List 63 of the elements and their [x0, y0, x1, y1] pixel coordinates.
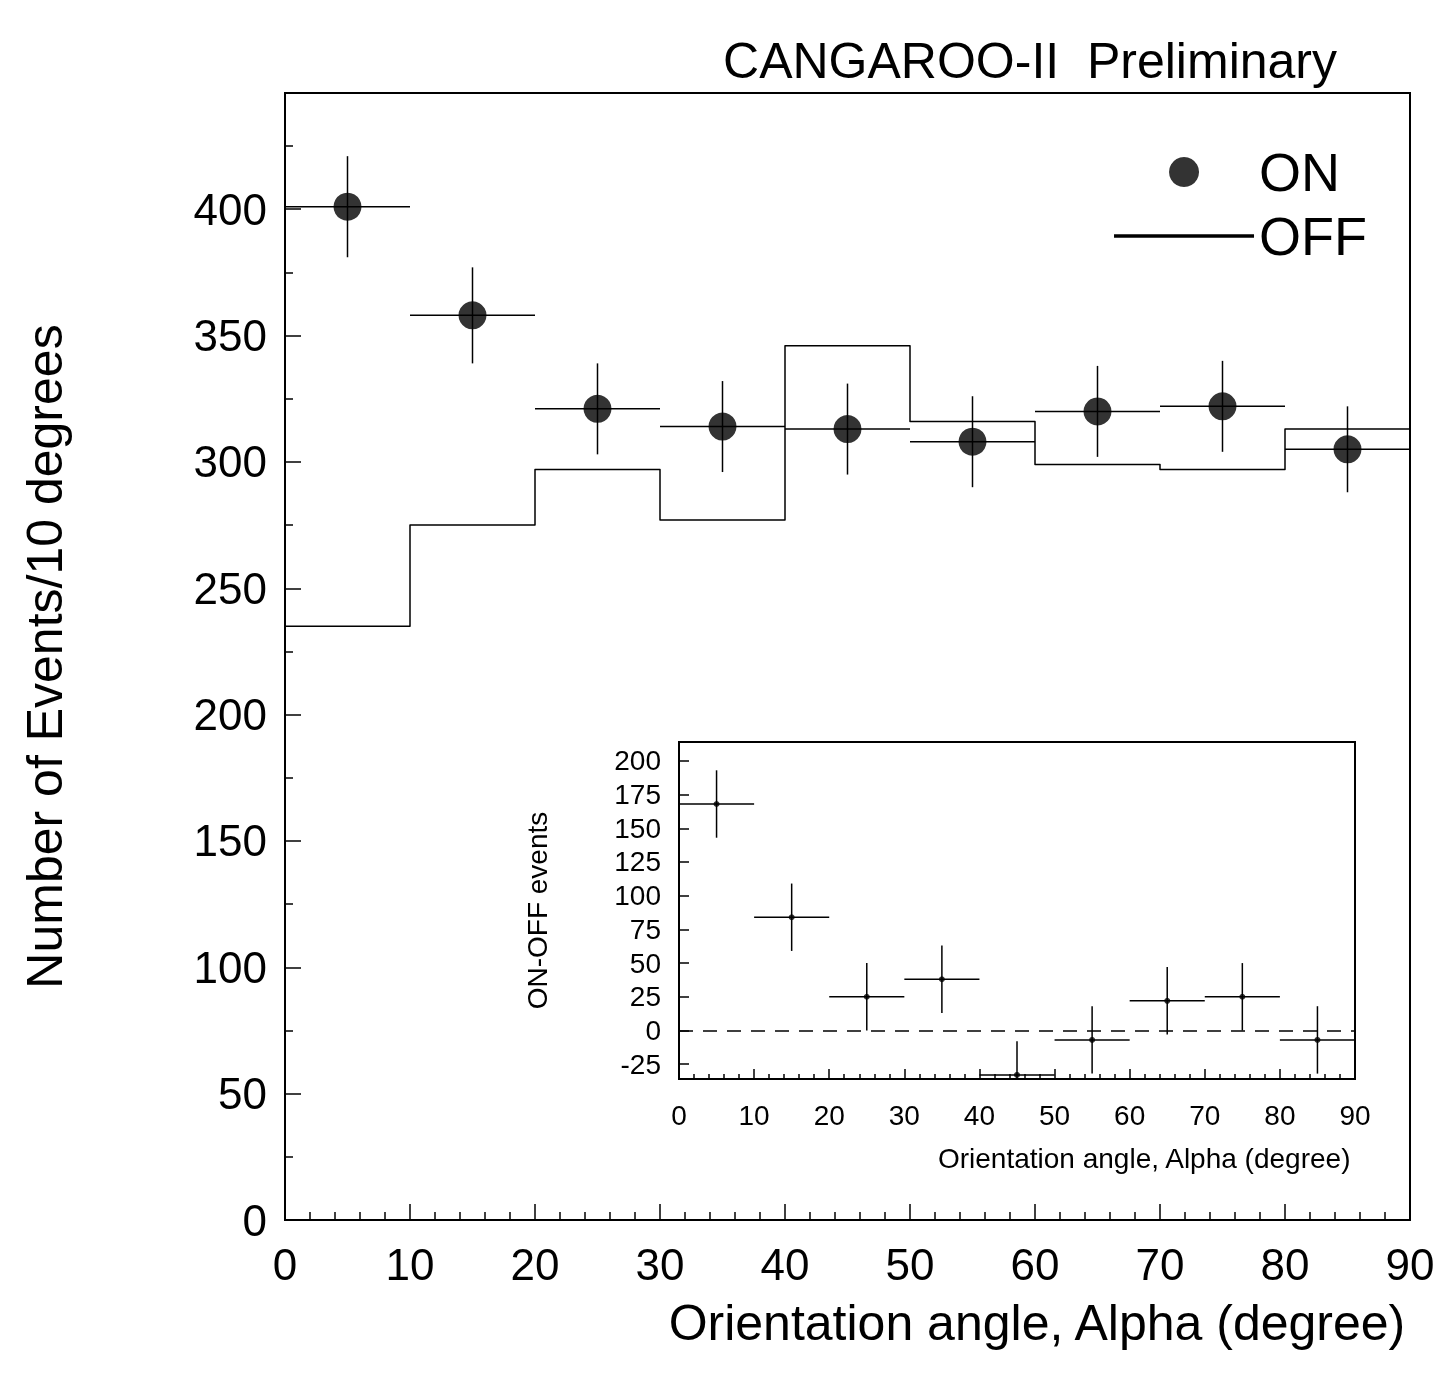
legend-label: OFF [1259, 206, 1368, 266]
point [833, 415, 862, 444]
point [458, 301, 487, 330]
x-tick-label: 70 [1189, 1099, 1221, 1131]
y-tick-label: 0 [242, 1195, 267, 1245]
point [708, 412, 737, 441]
x-tick-label: 70 [1135, 1239, 1185, 1289]
x-tick-label: 90 [1385, 1239, 1435, 1289]
y-tick-label: 150 [614, 812, 661, 844]
x-tick-label: 10 [385, 1239, 435, 1289]
point [958, 427, 987, 456]
point [1333, 435, 1362, 464]
y-tick-label: 250 [193, 563, 267, 613]
y-axis-title: ON-OFF events [521, 811, 553, 1010]
y-tick-label: 0 [645, 1014, 661, 1046]
y-tick-label: 100 [614, 880, 661, 912]
chart-title: CANGAROO-II Preliminary [723, 33, 1337, 89]
y-tick-label: -25 [620, 1048, 661, 1080]
x-axis-title: Orientation angle, Alpha (degree) [668, 1295, 1406, 1351]
point [713, 801, 720, 808]
y-tick-label: 200 [193, 690, 267, 740]
point [1239, 993, 1246, 1000]
point [333, 192, 362, 221]
x-tick-label: 40 [760, 1239, 810, 1289]
x-tick-label: 20 [813, 1099, 845, 1131]
y-tick-label: 350 [193, 311, 267, 361]
x-tick-label: 80 [1260, 1239, 1310, 1289]
y-tick-label: 200 [614, 745, 661, 777]
x-tick-label: 80 [1264, 1099, 1296, 1131]
point [583, 394, 612, 423]
y-axis-title: Number of Events/10 degrees [17, 324, 73, 989]
x-tick-label: 60 [1114, 1099, 1146, 1131]
x-tick-label: 10 [738, 1099, 770, 1131]
x-tick-label: 30 [635, 1239, 685, 1289]
x-tick-label: 50 [885, 1239, 935, 1289]
x-tick-label: 30 [888, 1099, 920, 1131]
x-tick-label: 60 [1010, 1239, 1060, 1289]
legend-label: ON [1259, 142, 1341, 202]
point [1089, 1036, 1096, 1043]
point [1208, 392, 1237, 421]
point [1014, 1071, 1020, 1078]
y-tick-label: 75 [629, 913, 661, 945]
y-tick-label: 300 [193, 437, 267, 487]
point [1083, 397, 1112, 426]
point [1164, 997, 1171, 1004]
y-tick-label: 50 [629, 947, 661, 979]
x-tick-label: 50 [1038, 1099, 1071, 1131]
point [788, 914, 795, 921]
point [938, 976, 945, 983]
y-tick-label: 125 [614, 846, 661, 878]
x-axis-title: Orientation angle, Alpha (degree) [937, 1142, 1351, 1174]
point [1314, 1036, 1321, 1043]
y-tick-label: 150 [193, 816, 267, 866]
x-tick-label: 0 [671, 1099, 687, 1131]
x-tick-label: 40 [963, 1099, 996, 1131]
point [863, 993, 870, 1000]
y-tick-label: 25 [629, 981, 661, 1013]
x-tick-label: 90 [1339, 1099, 1371, 1131]
x-tick-label: 0 [272, 1239, 298, 1289]
y-tick-label: 400 [193, 184, 267, 234]
x-tick-label: 20 [510, 1239, 560, 1289]
y-tick-label: 100 [193, 942, 267, 992]
y-tick-label: 175 [614, 779, 661, 811]
